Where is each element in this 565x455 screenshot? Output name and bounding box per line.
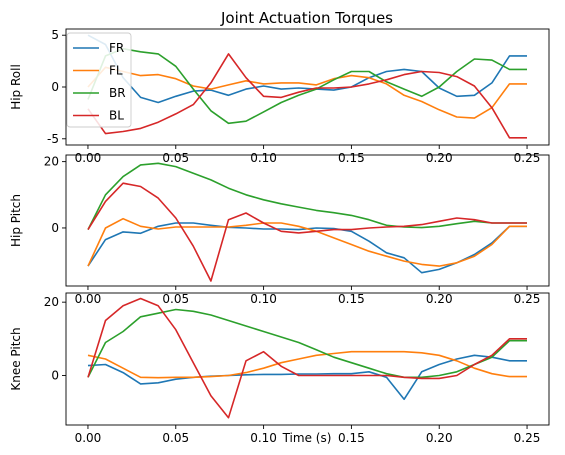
hip-roll-series-br-line	[87, 47, 527, 125]
legend-label-fr: FR	[109, 41, 124, 55]
hip-roll-y-tick-label: -5	[47, 132, 59, 146]
hip-pitch-x-tick-label: 0.05	[162, 292, 189, 306]
knee-pitch-x-tick-label: 0.10	[250, 431, 277, 445]
x-axis-label: Time (s)	[282, 431, 332, 445]
hip-pitch-x-tick-label: 0.25	[514, 292, 541, 306]
legend-label-br: BR	[109, 86, 126, 100]
hip-roll-series-bl-line	[87, 53, 527, 139]
knee-pitch-x-tick-label: 0.00	[75, 431, 102, 445]
hip-pitch-y-axis-label: Hip Pitch	[9, 194, 23, 247]
legend-frame	[66, 32, 132, 128]
hip-pitch-y-tick-label: 0	[51, 221, 59, 235]
legend-label-bl: BL	[109, 109, 124, 123]
hip-pitch-series-fl-line	[87, 217, 527, 267]
knee-pitch-x-tick-label: 0.15	[338, 431, 365, 445]
hip-roll-series-fr-line	[87, 34, 527, 104]
subplot-knee-pitch: 20 0 0.00 0.05 0.10 0.15 0.20 0.25 Knee Pitch	[9, 292, 550, 445]
knee-pitch-y-tick-label: 0	[51, 369, 59, 383]
hip-roll-y-axis-label: Hip Roll	[9, 64, 23, 110]
hip-roll-x-tick-label: 0.25	[514, 151, 541, 165]
subplot-panels: 5 0 -5 0.00 0.05 0.10 0.15 0.20 0.25 Hip Roll FR FL…	[9, 28, 550, 445]
hip-pitch-series-fr-line	[87, 222, 527, 274]
knee-pitch-y-axis-label: Knee Pitch	[9, 327, 23, 390]
hip-pitch-y-tick-label: 20	[44, 155, 59, 169]
hip-roll-series-fl-line	[87, 66, 527, 119]
hip-roll-y-tick-label: 5	[51, 28, 59, 42]
hip-pitch-x-tick-label: 0.15	[338, 292, 365, 306]
hip-pitch-x-tick-label: 0.20	[426, 292, 453, 306]
knee-pitch-series-br-line	[87, 308, 527, 379]
hip-pitch-series-bl-line	[87, 182, 527, 282]
subplot-hip-roll: 5 0 -5 0.00 0.05 0.10 0.15 0.20 0.25 Hip Roll FR FL…	[9, 28, 550, 165]
hip-pitch-x-tick-label: 0.00	[75, 292, 102, 306]
knee-pitch-series-bl-line	[87, 297, 527, 419]
knee-pitch-x-tick-label: 0.20	[426, 431, 453, 445]
knee-pitch-x-tick-label: 0.05	[162, 431, 189, 445]
chart-title: Joint Actuation Torques	[220, 9, 393, 27]
knee-pitch-y-tick-label: 20	[44, 295, 59, 309]
hip-pitch-plot-frame	[65, 154, 550, 287]
hip-roll-x-tick-label: 0.05	[162, 151, 189, 165]
hip-pitch-series-br-line	[87, 162, 527, 230]
hip-roll-x-tick-label: 0.10	[250, 151, 277, 165]
hip-pitch-x-tick-label: 0.10	[250, 292, 277, 306]
hip-roll-x-tick-label: 0.00	[75, 151, 102, 165]
hip-roll-x-tick-label: 0.20	[426, 151, 453, 165]
legend-label-fl: FL	[109, 64, 123, 78]
hip-roll-plot-frame	[65, 28, 550, 146]
subplot-hip-pitch: 20 0 0.00 0.05 0.10 0.15 0.20 0.25 Hip Pitch	[9, 154, 550, 306]
knee-pitch-series-fl-line	[87, 350, 527, 379]
knee-pitch-x-tick-label: 0.25	[514, 431, 541, 445]
knee-pitch-plot-frame	[65, 292, 550, 426]
hip-roll-x-tick-label: 0.15	[338, 151, 365, 165]
hip-roll-y-tick-label: 0	[51, 80, 59, 94]
legend: FR FL BR BL	[66, 32, 132, 128]
